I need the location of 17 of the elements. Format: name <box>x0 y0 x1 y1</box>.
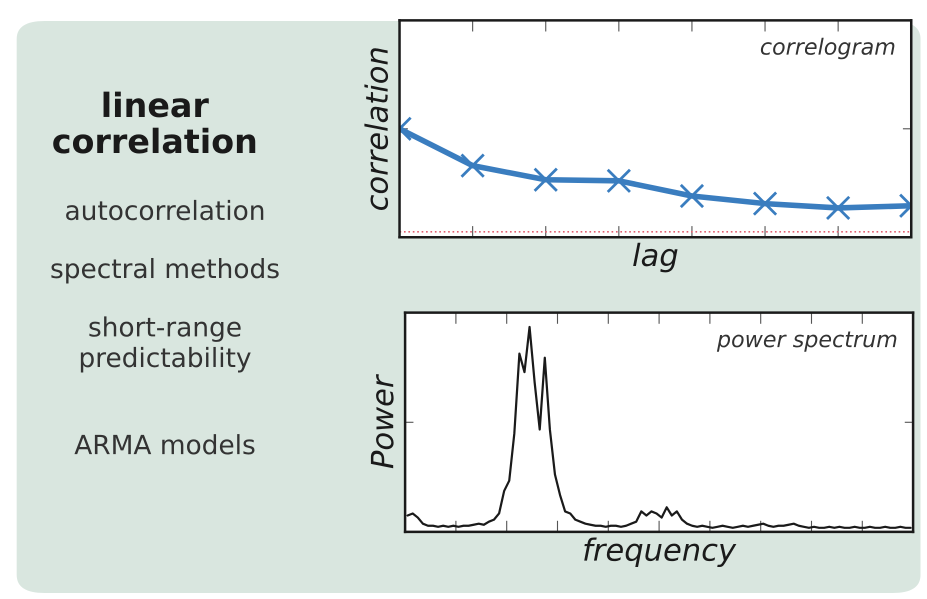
text: linear correlation <box>53 92 256 154</box>
y-axis-title: Power <box>370 374 394 468</box>
text: autocorrelation <box>66 200 264 220</box>
x-axis-title: lag <box>633 242 678 272</box>
point <box>679 184 704 209</box>
y-axis-title: correlation <box>364 48 388 210</box>
text: short-range predictability <box>80 316 251 372</box>
point <box>460 153 486 178</box>
chart-title: correlogram <box>760 38 894 60</box>
point <box>533 167 558 192</box>
point <box>826 195 851 220</box>
text: ARMA models <box>74 434 254 455</box>
text: spectral methods <box>51 258 279 284</box>
point <box>606 168 632 194</box>
point <box>752 191 778 216</box>
chart-title: power spectrum <box>716 332 896 352</box>
x-axis-title: frequency <box>584 537 736 568</box>
